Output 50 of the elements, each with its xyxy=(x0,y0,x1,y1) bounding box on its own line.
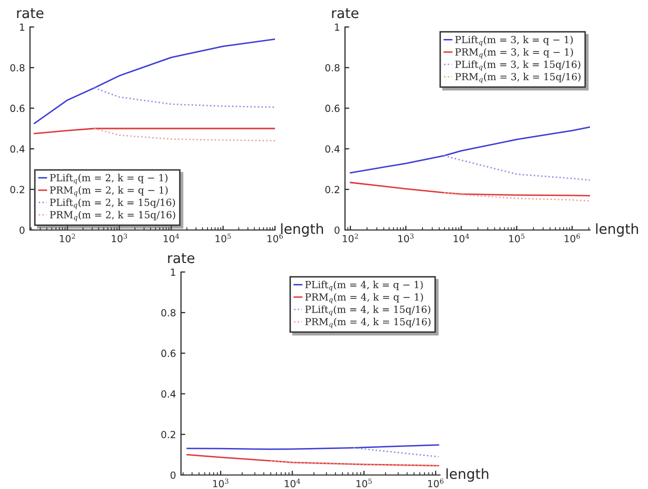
x-tick-label: 10$^{3}$ xyxy=(398,234,414,242)
x-tick-label: 10$^{3}$ xyxy=(213,478,228,488)
x-tick-label: 10$^{4}$ xyxy=(454,234,470,242)
x-tick-label: 10$^{5}$ xyxy=(216,234,231,242)
legend-label: PRM$_{q}$(m = 2, k = q − 1) xyxy=(50,186,168,196)
legend-label: PLift$_{q}$(m = 3, k = q − 1) xyxy=(455,36,573,46)
x-tick-label: 10$^{3}$ xyxy=(112,234,128,242)
y-tick-label: 0.2 xyxy=(161,430,176,438)
y-tick-label: 0 xyxy=(20,226,24,234)
legend-label: PLift$_{q}$(m = 2, k = q − 1) xyxy=(50,174,168,184)
y-tick-label: 0.2 xyxy=(325,186,340,194)
legend-label: PLift$_{q}$(m = 2, k = 15q/16) xyxy=(50,198,175,209)
x-tick-label: 10$^{2}$ xyxy=(342,234,358,242)
legend-label: PRM$_{q}$(m = 3, k = 15q/16) xyxy=(455,72,580,84)
y-axis-title: rate xyxy=(332,8,358,18)
x-axis-title: length xyxy=(596,223,638,237)
x-tick-label: 10$^{6}$ xyxy=(428,478,444,488)
x-tick-label: 10$^{5}$ xyxy=(356,478,372,488)
x-axis-title: length xyxy=(446,468,488,482)
x-tick-label: 10$^{5}$ xyxy=(509,234,524,242)
y-tick-label: 1 xyxy=(20,24,24,31)
y-tick-label: 0.6 xyxy=(325,104,340,112)
x-tick-label: 10$^{6}$ xyxy=(564,234,580,242)
y-tick-label: 1 xyxy=(335,24,340,31)
x-tick-label: 10$^{4}$ xyxy=(284,478,300,488)
legend-label: PRM$_{q}$(m = 4, k = 15q/16) xyxy=(305,318,430,328)
y-tick-label: 0.8 xyxy=(161,309,176,316)
y-tick-label: 0.4 xyxy=(325,145,340,153)
y-tick-label: 0.2 xyxy=(10,186,24,194)
legend-label: PLift$_{q}$(m = 3, k = 15q/16) xyxy=(455,60,580,71)
y-tick-label: 0.6 xyxy=(10,104,25,112)
legend-label: PRM$_{q}$(m = 2, k = 15q/16) xyxy=(50,210,176,222)
y-tick-label: 0.4 xyxy=(10,145,25,153)
x-tick-label: 10$^{6}$ xyxy=(268,234,283,242)
x-axis-title: length xyxy=(281,223,323,237)
y-axis-title: rate xyxy=(168,253,194,264)
y-tick-label: 0.8 xyxy=(10,64,24,72)
x-tick-label: 10$^{4}$ xyxy=(164,234,180,242)
y-tick-label: 0 xyxy=(334,226,340,234)
legend-label: PLift$_{q}$(m = 4, k = 15q/16) xyxy=(305,305,430,316)
y-tick-label: 0.4 xyxy=(161,390,176,398)
legend-label: PRM$_{q}$(m = 3, k = q − 1) xyxy=(455,48,573,58)
legend-label: PLift$_{q}$(m = 4, k = q − 1) xyxy=(305,280,423,292)
y-tick-label: 0.8 xyxy=(325,64,340,72)
y-tick-label: 0 xyxy=(170,471,176,479)
x-tick-label: 10$^{2}$ xyxy=(60,234,75,242)
y-tick-label: 1 xyxy=(171,268,176,276)
y-tick-label: 0.6 xyxy=(161,350,176,358)
y-axis-title: rate xyxy=(17,8,44,18)
legend-label: PRM$_{q}$(m = 4, k = q − 1) xyxy=(305,293,423,304)
